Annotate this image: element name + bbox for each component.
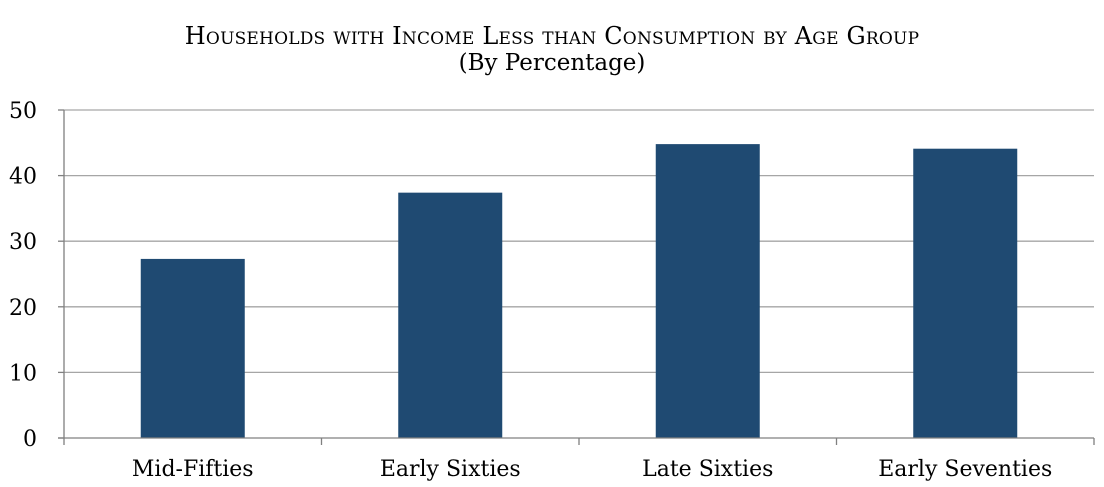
x-tick-label: Mid-Fifties [132,457,254,482]
chart-subtitle: (By Percentage) [458,50,646,76]
x-tick-label: Early Sixties [380,457,521,482]
bar [655,144,760,438]
y-tick-label: 10 [9,361,37,386]
y-tick-label: 30 [9,230,37,255]
y-tick-label: 40 [9,165,37,190]
axes [58,109,1095,445]
y-tick-label: 50 [9,99,37,124]
tick-labels: 0 10 20 30 40 50 Mid-Fifties Early Sixties Late … [9,99,1052,482]
y-tick-label: 0 [23,427,37,452]
bar [398,192,503,438]
y-tick-label: 20 [9,296,37,321]
bar [913,148,1018,439]
bars [140,144,1018,439]
x-tick-label: Early Seventies [878,457,1052,482]
x-tick-label: Late Sixties [642,457,773,482]
chart-title: Households with Income Less than Consump… [184,22,920,50]
bar [140,258,245,438]
